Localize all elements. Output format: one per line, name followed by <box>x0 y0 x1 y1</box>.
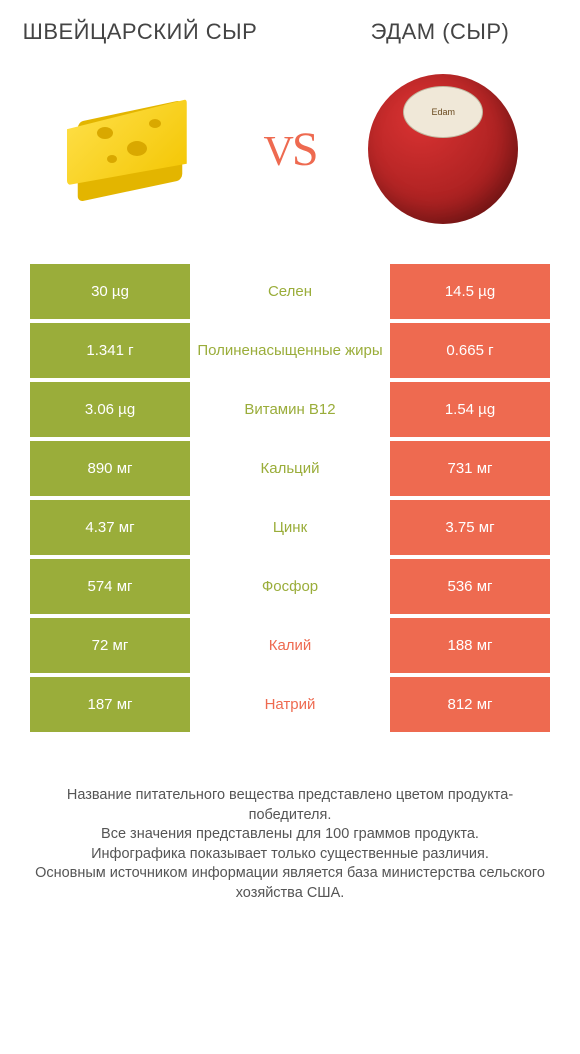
table-row: 30 µgСелен14.5 µg <box>30 264 550 319</box>
cell-nutrient-name: Кальций <box>190 441 390 496</box>
cell-nutrient-name: Селен <box>190 264 390 319</box>
cell-nutrient-name: Натрий <box>190 677 390 732</box>
comparison-images: VS Edam <box>0 54 580 264</box>
swiss-cheese-icon <box>57 89 217 209</box>
cell-right-value: 536 мг <box>390 559 550 614</box>
nutrient-table: 30 µgСелен14.5 µg1.341 гПолиненасыщенные… <box>0 264 580 732</box>
right-product-image: Edam <box>327 64 560 234</box>
header: ШВЕЙЦАРСКИЙ СЫР ЭДАМ (СЫР) <box>0 0 580 54</box>
vs-label: VS <box>253 122 326 177</box>
cell-right-value: 812 мг <box>390 677 550 732</box>
header-right-title: ЭДАМ (СЫР) <box>320 20 560 44</box>
cell-left-value: 574 мг <box>30 559 190 614</box>
cell-right-value: 0.665 г <box>390 323 550 378</box>
cell-right-value: 14.5 µg <box>390 264 550 319</box>
cell-nutrient-name: Фосфор <box>190 559 390 614</box>
cell-left-value: 3.06 µg <box>30 382 190 437</box>
header-left-title: ШВЕЙЦАРСКИЙ СЫР <box>20 20 260 44</box>
cell-left-value: 4.37 мг <box>30 500 190 555</box>
table-row: 187 мгНатрий812 мг <box>30 677 550 732</box>
cell-right-value: 1.54 µg <box>390 382 550 437</box>
cell-right-value: 731 мг <box>390 441 550 496</box>
table-row: 4.37 мгЦинк3.75 мг <box>30 500 550 555</box>
cell-left-value: 1.341 г <box>30 323 190 378</box>
table-row: 72 мгКалий188 мг <box>30 618 550 673</box>
cell-left-value: 30 µg <box>30 264 190 319</box>
cell-nutrient-name: Витамин B12 <box>190 382 390 437</box>
cell-left-value: 187 мг <box>30 677 190 732</box>
footer-line: Название питательного вещества представл… <box>30 786 550 825</box>
cell-left-value: 890 мг <box>30 441 190 496</box>
footer-line: Инфографика показывает только существенн… <box>30 845 550 865</box>
footer-line: Все значения представлены для 100 граммо… <box>30 825 550 845</box>
cell-right-value: 188 мг <box>390 618 550 673</box>
left-product-image <box>20 64 253 234</box>
footer-notes: Название питательного вещества представл… <box>0 736 580 903</box>
table-row: 1.341 гПолиненасыщенные жиры0.665 г <box>30 323 550 378</box>
cell-nutrient-name: Калий <box>190 618 390 673</box>
cell-nutrient-name: Полиненасыщенные жиры <box>190 323 390 378</box>
table-row: 890 мгКальций731 мг <box>30 441 550 496</box>
table-row: 574 мгФосфор536 мг <box>30 559 550 614</box>
cell-right-value: 3.75 мг <box>390 500 550 555</box>
edam-label: Edam <box>403 86 483 138</box>
cell-left-value: 72 мг <box>30 618 190 673</box>
edam-cheese-icon: Edam <box>368 74 518 224</box>
cell-nutrient-name: Цинк <box>190 500 390 555</box>
table-row: 3.06 µgВитамин B121.54 µg <box>30 382 550 437</box>
footer-line: Основным источником информации является … <box>30 864 550 903</box>
